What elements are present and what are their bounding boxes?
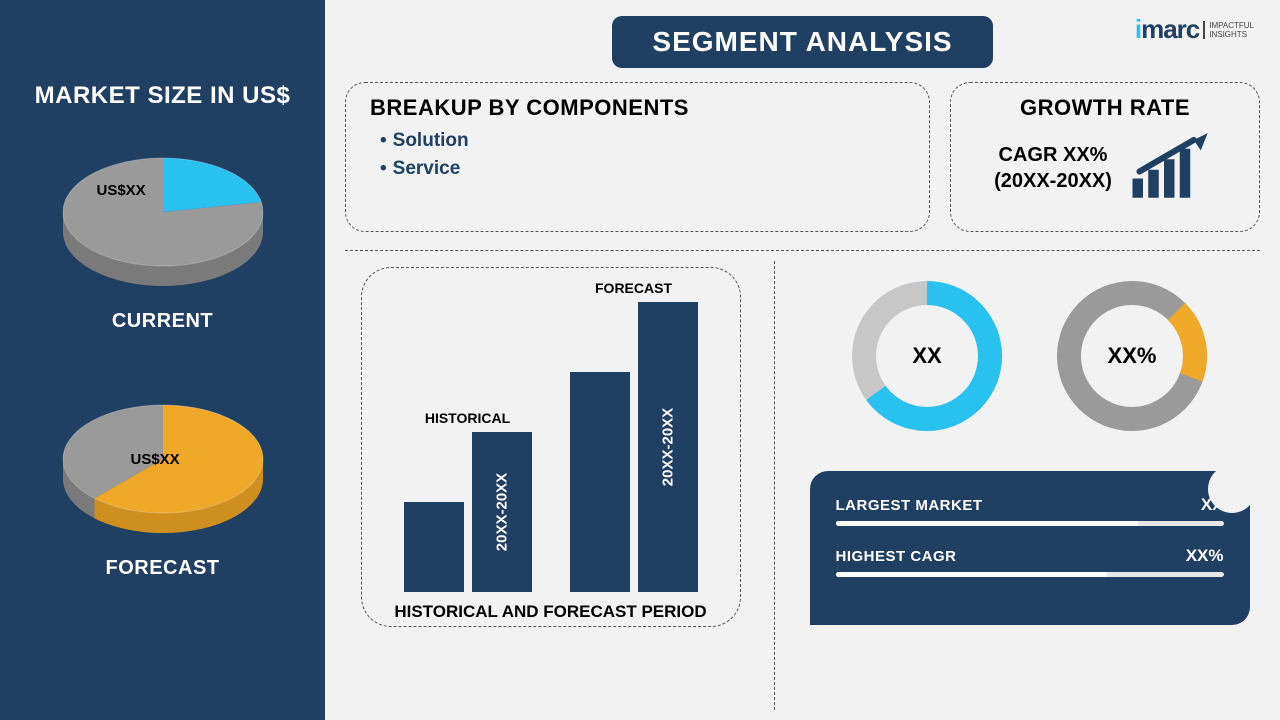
pie-forecast: US$XX FORECAST: [53, 393, 273, 580]
breakup-item: •Service: [380, 155, 905, 183]
bar-group-label: HISTORICAL: [398, 410, 538, 426]
metrics-panel: LARGEST MARKET XX HIGHEST CAGR XX%: [810, 471, 1250, 625]
bar: [570, 372, 630, 592]
pie-caption: FORECAST: [106, 557, 220, 580]
brand-tagline: IMPACTFULINSIGHTS: [1203, 21, 1254, 39]
page-title: SEGMENT ANALYSIS: [612, 16, 992, 68]
pie-chart: US$XX: [53, 146, 273, 296]
pie-caption: CURRENT: [112, 310, 213, 333]
bar: [404, 502, 464, 592]
kpi-panel: XX XX% LARGEST MARKET XX HIGHEST CAGR XX%: [775, 261, 1260, 710]
growth-box: GROWTH RATE CAGR XX%(20XX-20XX): [950, 82, 1260, 232]
breakup-box: BREAKUP BY COMPONENTS •Solution•Service: [345, 82, 930, 232]
metric-value: XX%: [1186, 546, 1224, 566]
donut-chart: XX%: [1057, 281, 1207, 431]
bar-group-label: FORECAST: [564, 280, 704, 296]
pie-value-label: US$XX: [97, 182, 146, 199]
metric-row: LARGEST MARKET XX: [836, 495, 1224, 515]
bar-group: 20XX-20XXHISTORICAL: [404, 432, 532, 592]
donut-row: XX XX%: [852, 281, 1207, 431]
growth-chart-icon: [1126, 133, 1216, 203]
divider-h: [345, 250, 1260, 251]
pie-chart: US$XX: [53, 393, 273, 543]
metric-value: XX: [1201, 495, 1224, 515]
breakup-items: •Solution•Service: [370, 127, 905, 183]
bar: 20XX-20XX: [638, 302, 698, 592]
metric-progress: [836, 572, 1224, 577]
infographic-root: MARKET SIZE IN US$ US$XX CURRENT US$XX FORE…: [0, 0, 1280, 720]
market-size-heading: MARKET SIZE IN US$: [35, 82, 291, 110]
historical-forecast-panel: 20XX-20XXHISTORICAL20XX-20XXFORECAST HIS…: [345, 261, 775, 710]
bar: 20XX-20XX: [472, 432, 532, 592]
metric-row: HIGHEST CAGR XX%: [836, 546, 1224, 566]
metric-label: LARGEST MARKET: [836, 497, 983, 514]
breakup-item: •Solution: [380, 127, 905, 155]
breakup-heading: BREAKUP BY COMPONENTS: [370, 95, 905, 121]
bar-chart: 20XX-20XXHISTORICAL20XX-20XXFORECAST: [372, 278, 730, 596]
bar-group: 20XX-20XXFORECAST: [570, 302, 698, 592]
brand-logo: imarc: [1135, 14, 1199, 45]
right-panel: imarc IMPACTFULINSIGHTS SEGMENT ANALYSIS…: [325, 0, 1280, 720]
growth-heading: GROWTH RATE: [1020, 95, 1190, 121]
donut-chart: XX: [852, 281, 1002, 431]
bar-period-label: 20XX-20XX: [659, 408, 676, 486]
market-size-panel: MARKET SIZE IN US$ US$XX CURRENT US$XX FORE…: [0, 0, 325, 720]
pie-current: US$XX CURRENT: [53, 146, 273, 333]
metric-label: HIGHEST CAGR: [836, 548, 957, 565]
bar-chart-caption: HISTORICAL AND FORECAST PERIOD: [372, 602, 730, 622]
pie-value-label: US$XX: [131, 451, 180, 468]
growth-text: CAGR XX%(20XX-20XX): [994, 142, 1112, 194]
metric-progress: [836, 521, 1224, 526]
donut-center-text: XX: [912, 343, 941, 369]
row-bottom: 20XX-20XXHISTORICAL20XX-20XXFORECAST HIS…: [345, 261, 1260, 710]
brand-block: imarc IMPACTFULINSIGHTS: [1135, 14, 1254, 45]
donut-center-text: XX%: [1108, 343, 1157, 369]
bar-period-label: 20XX-20XX: [493, 473, 510, 551]
row-top: BREAKUP BY COMPONENTS •Solution•Service …: [345, 82, 1260, 232]
bar-chart-box: 20XX-20XXHISTORICAL20XX-20XXFORECAST HIS…: [361, 267, 741, 627]
